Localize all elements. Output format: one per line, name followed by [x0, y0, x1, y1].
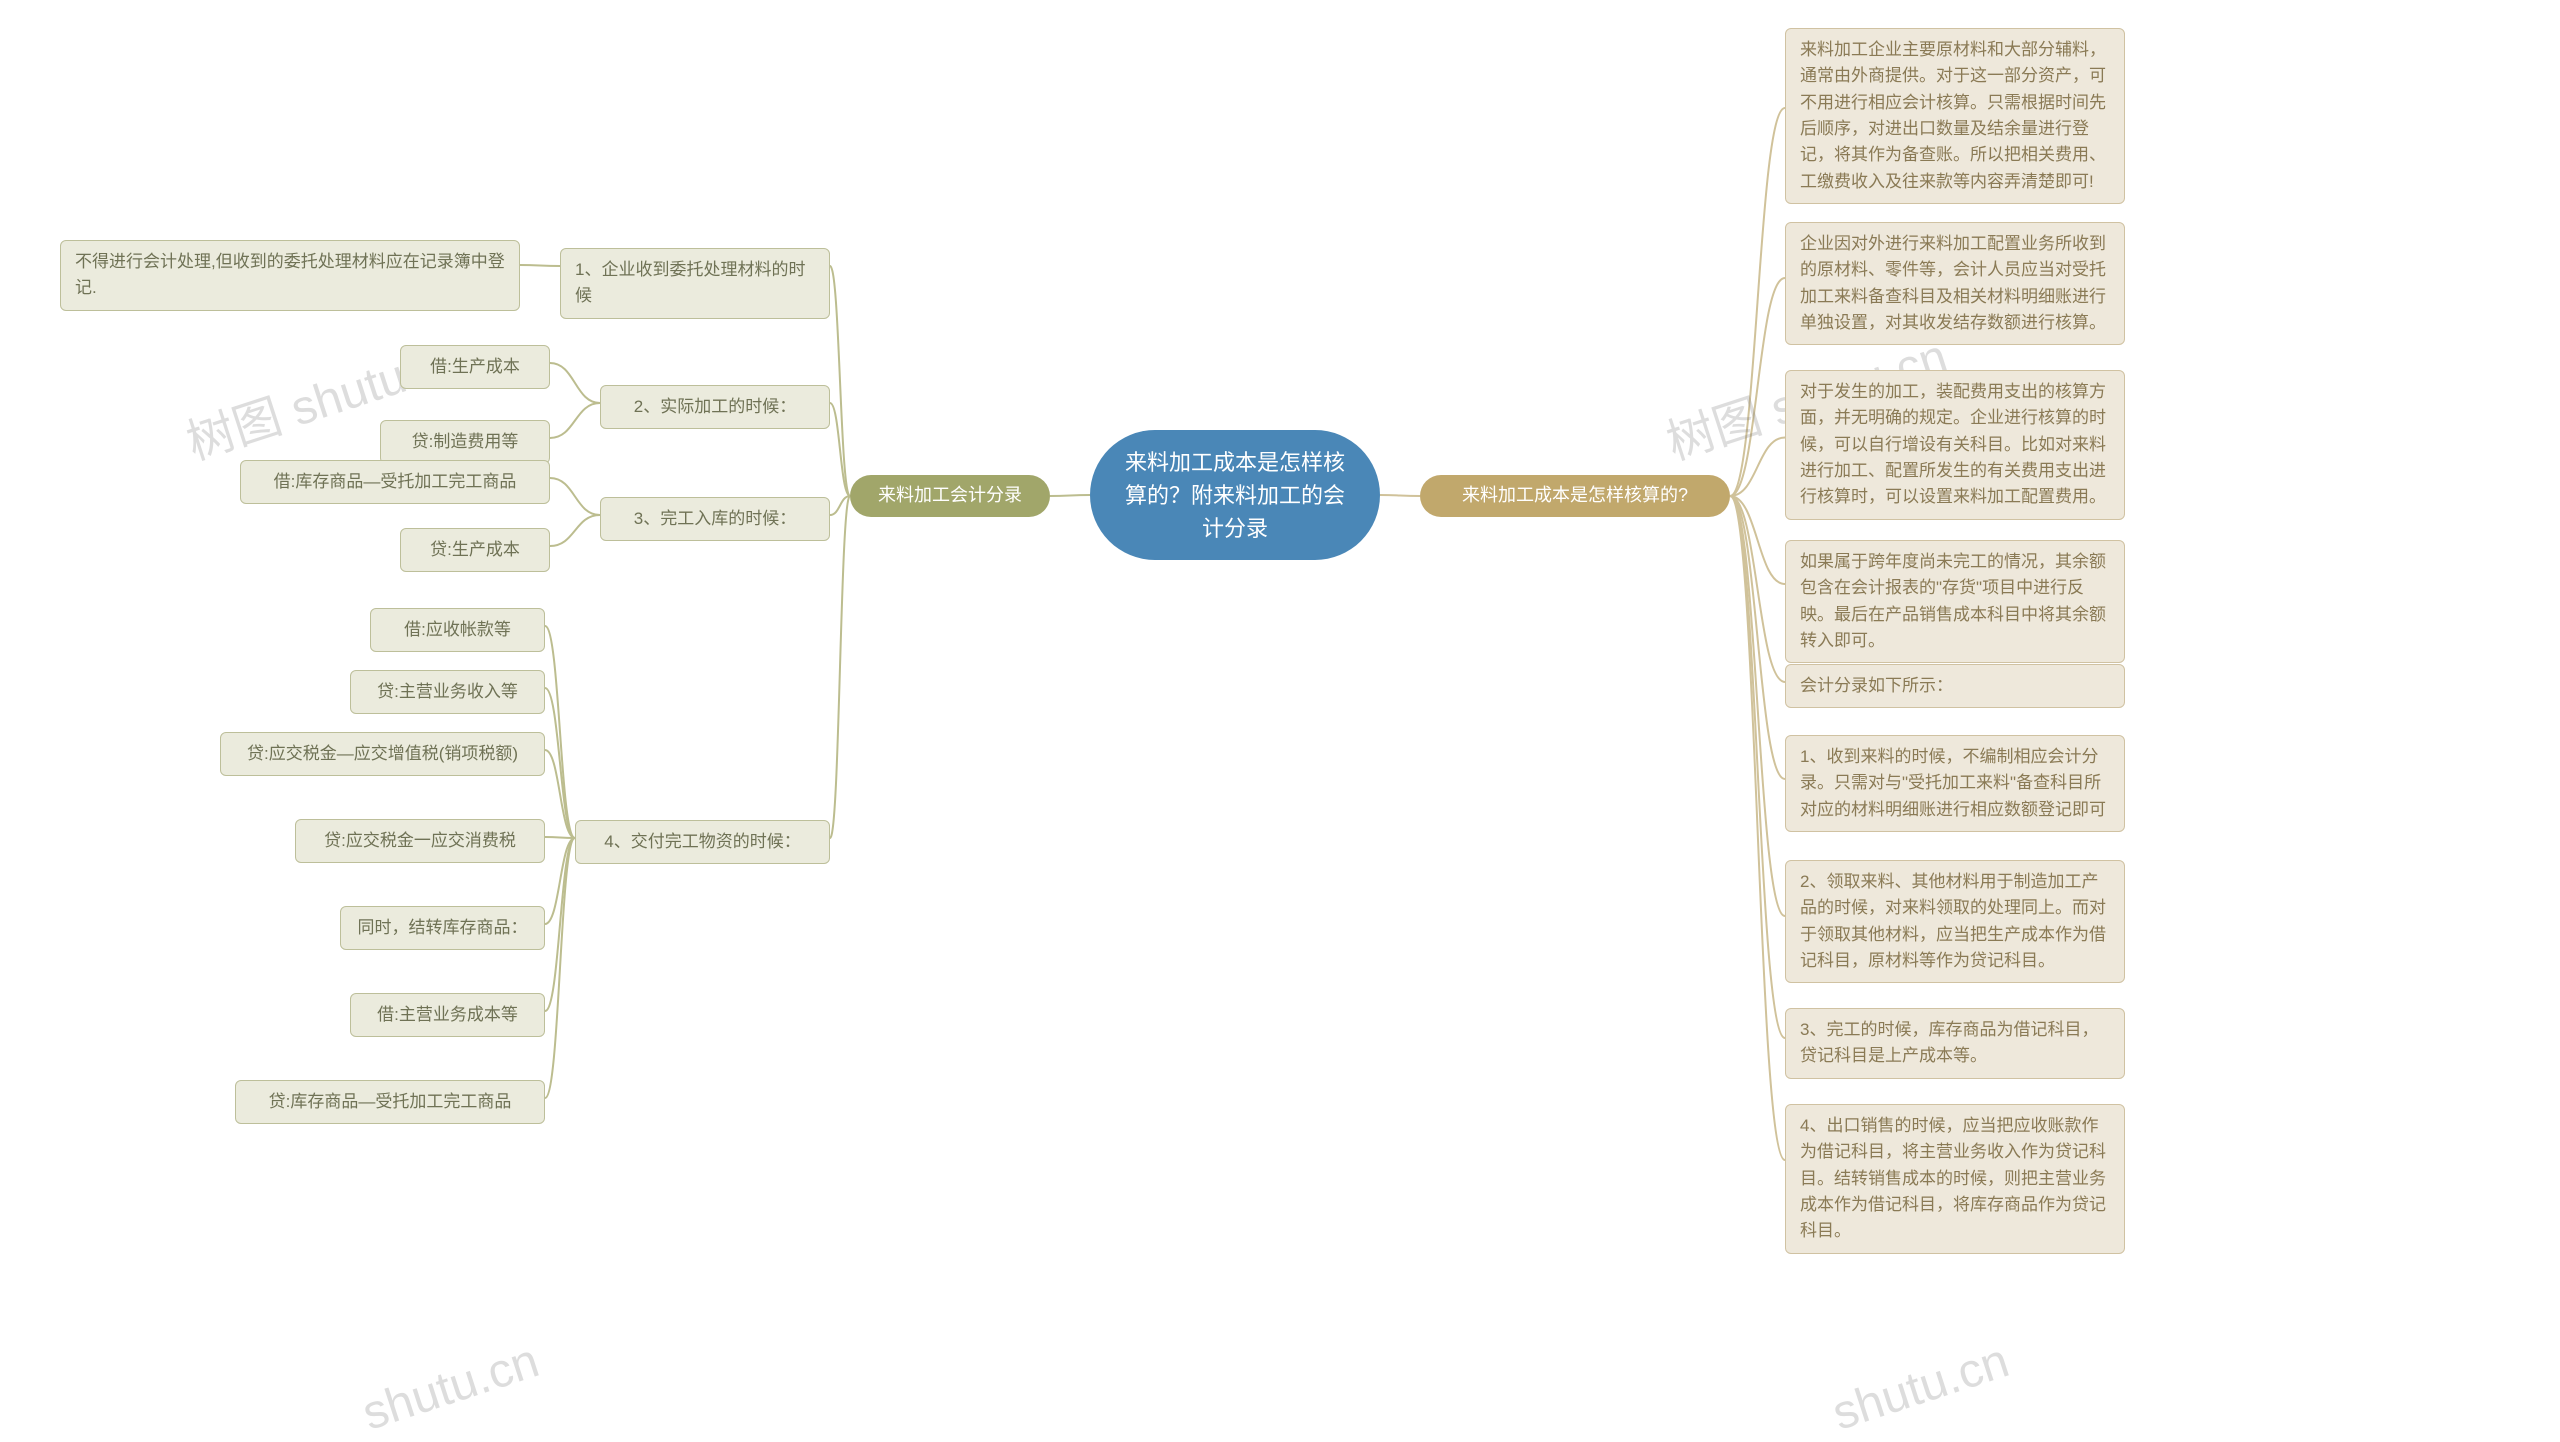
- node-l2a: 借:生产成本: [400, 345, 550, 389]
- node-l4: 4、交付完工物资的时候：: [575, 820, 830, 864]
- watermark-4: shutu.cn: [1826, 1333, 2016, 1441]
- node-l3b: 贷:生产成本: [400, 528, 550, 572]
- node-l1a: 不得进行会计处理,但收到的委托处理材料应在记录簿中登记.: [60, 240, 520, 311]
- node-l4f: 借:主营业务成本等: [350, 993, 545, 1037]
- node-r1: 来料加工企业主要原材料和大部分辅料，通常由外商提供。对于这一部分资产，可不用进行…: [1785, 28, 2125, 204]
- node-l2b: 贷:制造费用等: [380, 420, 550, 464]
- node-r3: 对于发生的加工，装配费用支出的核算方面，并无明确的规定。企业进行核算的时候，可以…: [1785, 370, 2125, 520]
- node-r2: 企业因对外进行来料加工配置业务所收到的原材料、零件等，会计人员应当对受托加工来料…: [1785, 222, 2125, 345]
- node-leftPill: 来料加工会计分录: [850, 475, 1050, 517]
- node-rightPill: 来料加工成本是怎样核算的?: [1420, 475, 1730, 517]
- node-l1: 1、企业收到委托处理材料的时候: [560, 248, 830, 319]
- node-l4b: 贷:主营业务收入等: [350, 670, 545, 714]
- node-r9: 4、出口销售的时候，应当把应收账款作为借记科目，将主营业务收入作为贷记科目。结转…: [1785, 1104, 2125, 1254]
- node-root: 来料加工成本是怎样核算的？附来料加工的会计分录: [1090, 430, 1380, 560]
- node-l4d: 贷:应交税金一应交消费税: [295, 819, 545, 863]
- node-l3: 3、完工入库的时候：: [600, 497, 830, 541]
- node-l4e: 同时，结转库存商品：: [340, 906, 545, 950]
- node-r7: 2、领取来料、其他材料用于制造加工产品的时候，对来料领取的处理同上。而对于领取其…: [1785, 860, 2125, 983]
- node-r6: 1、收到来料的时候，不编制相应会计分录。只需对与"受托加工来料"备查科目所对应的…: [1785, 735, 2125, 832]
- node-l4a: 借:应收帐款等: [370, 608, 545, 652]
- watermark-3: shutu.cn: [356, 1333, 546, 1441]
- node-l3a: 借:库存商品—受托加工完工商品: [240, 460, 550, 504]
- node-r8: 3、完工的时候，库存商品为借记科目，贷记科目是上产成本等。: [1785, 1008, 2125, 1079]
- node-l2: 2、实际加工的时候：: [600, 385, 830, 429]
- node-r4: 如果属于跨年度尚未完工的情况，其余额包含在会计报表的"存货"项目中进行反映。最后…: [1785, 540, 2125, 663]
- node-l4g: 贷:库存商品—受托加工完工商品: [235, 1080, 545, 1124]
- node-l4c: 贷:应交税金—应交增值税(销项税额): [220, 732, 545, 776]
- node-r5: 会计分录如下所示：: [1785, 664, 2125, 708]
